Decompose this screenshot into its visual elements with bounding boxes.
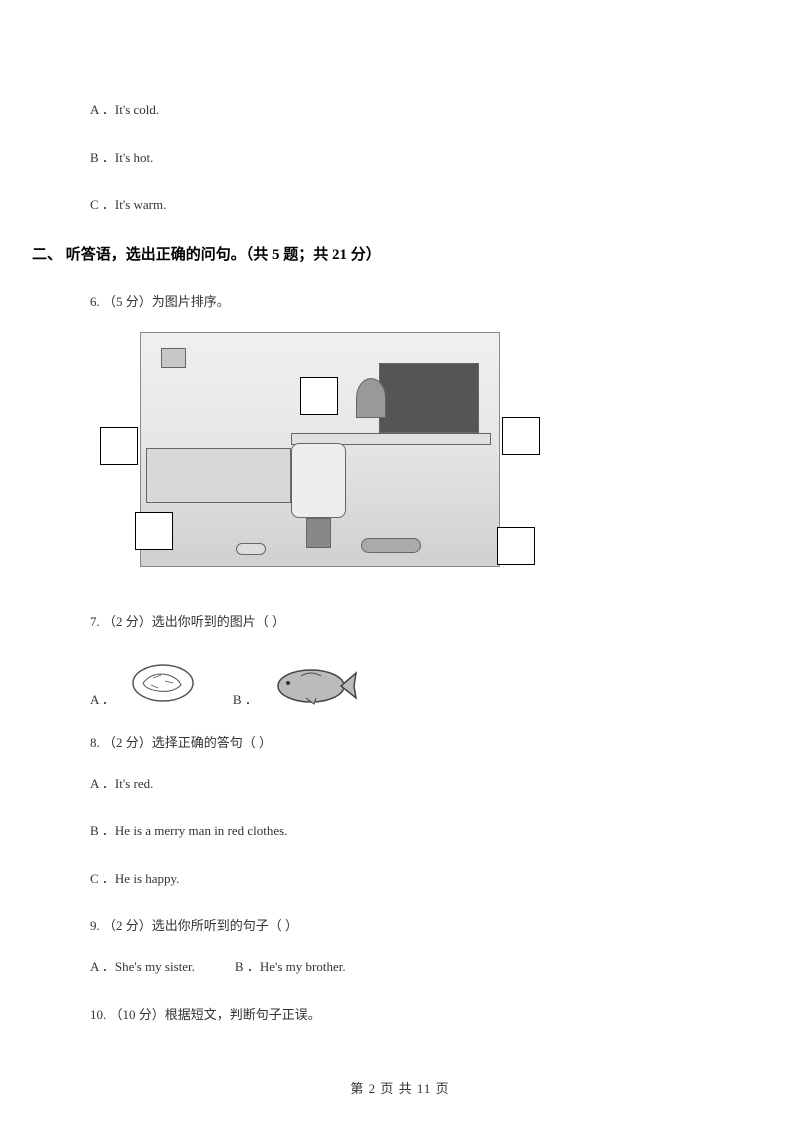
chair-base: [306, 518, 331, 548]
question-7-options: A ． B ．: [90, 653, 710, 708]
room-image: [100, 332, 540, 587]
question-6-image-container: [90, 332, 710, 587]
question-10-stem: 10. （10 分）根据短文，判断句子正误。: [90, 1005, 710, 1026]
section-2-heading: 二、 听答语，选出正确的问句。（共 5 题；共 21 分）: [32, 243, 710, 264]
option-7a[interactable]: A ．: [90, 653, 203, 708]
floor-item: [361, 538, 421, 553]
option-a: A ．It's cold.: [90, 100, 710, 120]
option-b: B ．It's hot.: [90, 148, 710, 168]
option-7a-label: A ．: [90, 689, 115, 708]
room-background: [140, 332, 500, 567]
option-9a: A ．She's my sister.: [90, 957, 195, 977]
option-9b: B ．He's my brother.: [235, 957, 346, 977]
answer-box-2[interactable]: [300, 377, 338, 415]
answer-box-5[interactable]: [497, 527, 535, 565]
option-8a: A ．It's red.: [90, 774, 710, 794]
option-8c: C ．He is happy.: [90, 869, 710, 889]
option-7b[interactable]: B ．: [233, 658, 361, 708]
question-9-stem: 9. （2 分）选出你所听到的句子（ ）: [90, 916, 710, 937]
question-8-stem: 8. （2 分）选择正确的答句（ ）: [90, 733, 710, 754]
slippers: [236, 543, 266, 555]
bed: [146, 448, 291, 503]
option-c: C ．It's warm.: [90, 195, 710, 215]
page-footer: 第 2 页 共 11 页: [0, 1078, 800, 1097]
question-9-options: A ．She's my sister. B ．He's my brother.: [90, 957, 710, 977]
wall-frame: [161, 348, 186, 368]
chair-back: [291, 443, 346, 518]
question-6-stem: 6. （5 分）为图片排序。: [90, 292, 710, 313]
option-7b-label: B ．: [233, 689, 258, 708]
answer-box-4[interactable]: [135, 512, 173, 550]
meat-icon: [123, 653, 203, 708]
fish-icon: [266, 658, 361, 708]
option-8b: B ．He is a merry man in red clothes.: [90, 821, 710, 841]
lamp: [356, 378, 386, 418]
monitor: [379, 363, 479, 433]
question-7-stem: 7. （2 分）选出你听到的图片（ ）: [90, 612, 710, 633]
answer-box-1[interactable]: [100, 427, 138, 465]
answer-box-3[interactable]: [502, 417, 540, 455]
